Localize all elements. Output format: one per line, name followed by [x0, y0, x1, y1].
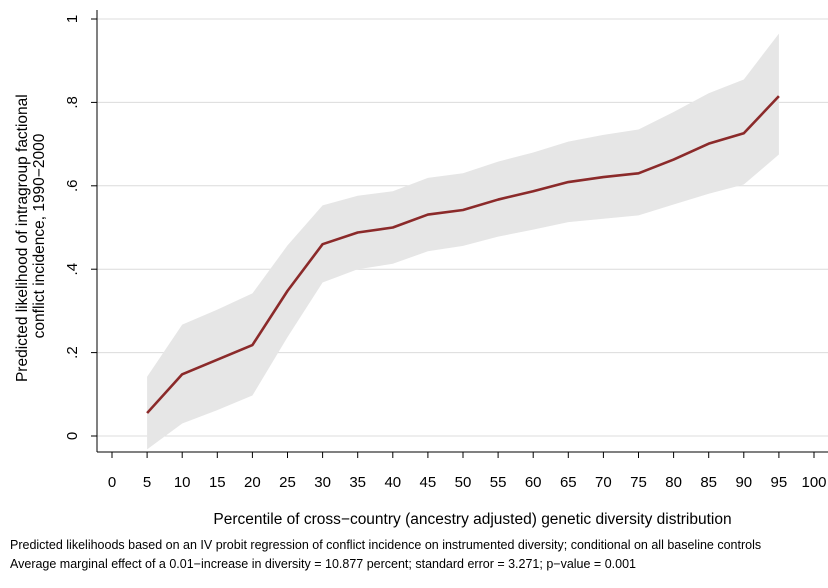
y-tick-label: .8	[64, 96, 81, 109]
x-tick-label: 45	[420, 474, 437, 491]
x-tick-label: 15	[209, 474, 226, 491]
y-axis-title: Predicted likelihood of intragroup facti…	[14, 90, 48, 382]
axes	[91, 10, 828, 458]
footnote-model: Predicted likelihoods based on an IV pro…	[10, 538, 762, 552]
footnote-marginal-effect: Average marginal effect of a 0.01−increa…	[10, 557, 636, 571]
x-tick-label: 75	[630, 474, 647, 491]
x-tick-label: 65	[560, 474, 577, 491]
x-tick-label: 50	[455, 474, 472, 491]
x-tick-label: 30	[314, 474, 331, 491]
x-tick-label: 85	[700, 474, 717, 491]
x-tick-label: 25	[279, 474, 296, 491]
x-tick-label: 10	[174, 474, 191, 491]
x-tick-label: 80	[665, 474, 682, 491]
x-axis-title: Percentile of cross−country (ancestry ad…	[213, 511, 731, 528]
y-tick-labels: 0 .2 .4 .6 .8 1	[64, 15, 81, 440]
x-tick-label: 20	[244, 474, 261, 491]
x-tick-label: 90	[735, 474, 752, 491]
x-tick-label: 5	[143, 474, 151, 491]
x-tick-label: 70	[595, 474, 612, 491]
y-tick-label: .4	[64, 263, 81, 276]
x-tick-label: 60	[525, 474, 542, 491]
y-tick-label: 1	[64, 15, 81, 23]
chart: 0 .2 .4 .6 .8 1 0 5 10 15 20 25 30 35 40 45 50 55 60 65 70 7…	[14, 10, 828, 528]
x-tick-label: 55	[490, 474, 507, 491]
x-tick-label: 95	[771, 474, 788, 491]
x-tick-label: 35	[349, 474, 366, 491]
x-tick-labels: 0 5 10 15 20 25 30 35 40 45 50 55 60 65 70 75 80 85 90 95 10…	[108, 474, 827, 491]
y-axis-title-line-2: conflict incidence, 1990−2000	[31, 133, 48, 338]
x-tick-label: 0	[108, 474, 116, 491]
y-tick-label: 0	[64, 432, 81, 440]
confidence-band	[147, 33, 779, 450]
series-line	[146, 95, 780, 414]
x-tick-label: 100	[801, 474, 826, 491]
y-axis-title-line-1: Predicted likelihood of intragroup facti…	[14, 94, 31, 382]
x-tick-label: 40	[384, 474, 401, 491]
y-tick-label: .2	[64, 346, 81, 359]
y-tick-label: .6	[64, 180, 81, 193]
